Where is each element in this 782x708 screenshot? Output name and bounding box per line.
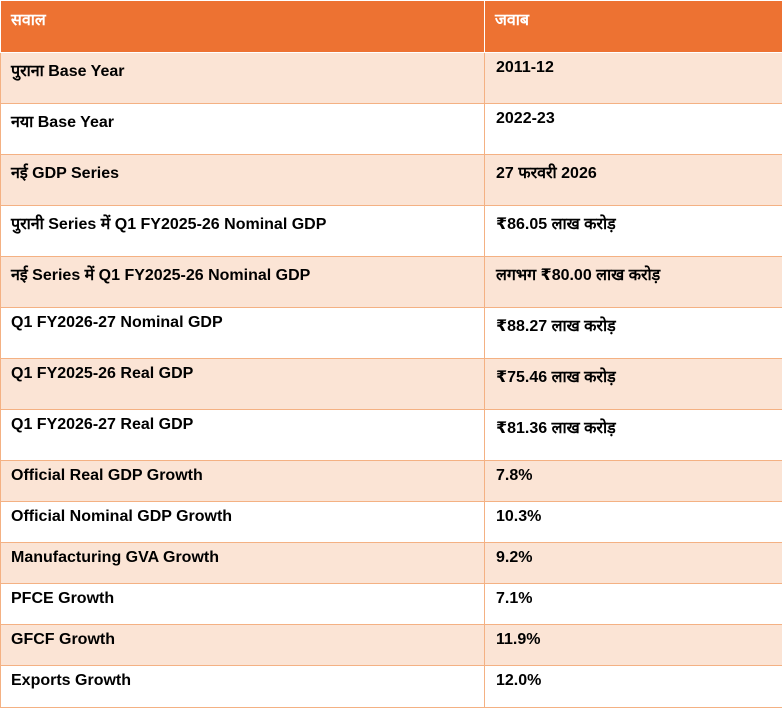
row-answer: 2011-12	[485, 53, 782, 104]
row-question: PFCE Growth	[1, 584, 485, 625]
table-row: Q1 FY2026-27 Nominal GDP ₹88.27 लाख करोड…	[1, 308, 782, 359]
row-question: Official Real GDP Growth	[1, 461, 485, 502]
row-question: Official Nominal GDP Growth	[1, 502, 485, 543]
row-answer: 7.8%	[485, 461, 782, 502]
row-question: नई Series में Q1 FY2025-26 Nominal GDP	[1, 257, 485, 308]
table-body: पुराना Base Year 2011-12 नया Base Year 2…	[1, 53, 782, 708]
table-row: नया Base Year 2022-23	[1, 104, 782, 155]
table-row: GFCF Growth 11.9%	[1, 625, 782, 666]
table-row: PFCE Growth 7.1%	[1, 584, 782, 625]
row-question: Q1 FY2025-26 Real GDP	[1, 359, 485, 410]
row-question: Q1 FY2026-27 Nominal GDP	[1, 308, 485, 359]
table-row: Q1 FY2026-27 Real GDP ₹81.36 लाख करोड़	[1, 410, 782, 461]
table-row: Official Nominal GDP Growth 10.3%	[1, 502, 782, 543]
table-row: Q1 FY2025-26 Real GDP ₹75.46 लाख करोड़	[1, 359, 782, 410]
table-row: नई Series में Q1 FY2025-26 Nominal GDP ल…	[1, 257, 782, 308]
row-question: नई GDP Series	[1, 155, 485, 206]
row-question: Exports Growth	[1, 666, 485, 708]
table-row: Exports Growth 12.0%	[1, 666, 782, 708]
row-answer: लगभग ₹80.00 लाख करोड़	[485, 257, 782, 308]
row-answer: 2022-23	[485, 104, 782, 155]
row-question: पुराना Base Year	[1, 53, 485, 104]
row-question: Q1 FY2026-27 Real GDP	[1, 410, 485, 461]
row-answer: 10.3%	[485, 502, 782, 543]
table-row: Manufacturing GVA Growth 9.2%	[1, 543, 782, 584]
row-answer: 12.0%	[485, 666, 782, 708]
row-answer: ₹88.27 लाख करोड़	[485, 308, 782, 359]
row-answer: ₹86.05 लाख करोड़	[485, 206, 782, 257]
row-question: Manufacturing GVA Growth	[1, 543, 485, 584]
table-row: Official Real GDP Growth 7.8%	[1, 461, 782, 502]
row-answer: ₹81.36 लाख करोड़	[485, 410, 782, 461]
table-row: पुरानी Series में Q1 FY2025-26 Nominal G…	[1, 206, 782, 257]
table-header: सवाल जवाब	[1, 1, 782, 53]
table-row: पुराना Base Year 2011-12	[1, 53, 782, 104]
row-answer: ₹75.46 लाख करोड़	[485, 359, 782, 410]
row-question: नया Base Year	[1, 104, 485, 155]
row-answer: 11.9%	[485, 625, 782, 666]
row-question: पुरानी Series में Q1 FY2025-26 Nominal G…	[1, 206, 485, 257]
header-answer: जवाब	[485, 1, 782, 53]
header-question: सवाल	[1, 1, 485, 53]
row-answer: 27 फरवरी 2026	[485, 155, 782, 206]
row-question: GFCF Growth	[1, 625, 485, 666]
table-row: नई GDP Series 27 फरवरी 2026	[1, 155, 782, 206]
row-answer: 7.1%	[485, 584, 782, 625]
header-row: सवाल जवाब	[1, 1, 782, 53]
row-answer: 9.2%	[485, 543, 782, 584]
